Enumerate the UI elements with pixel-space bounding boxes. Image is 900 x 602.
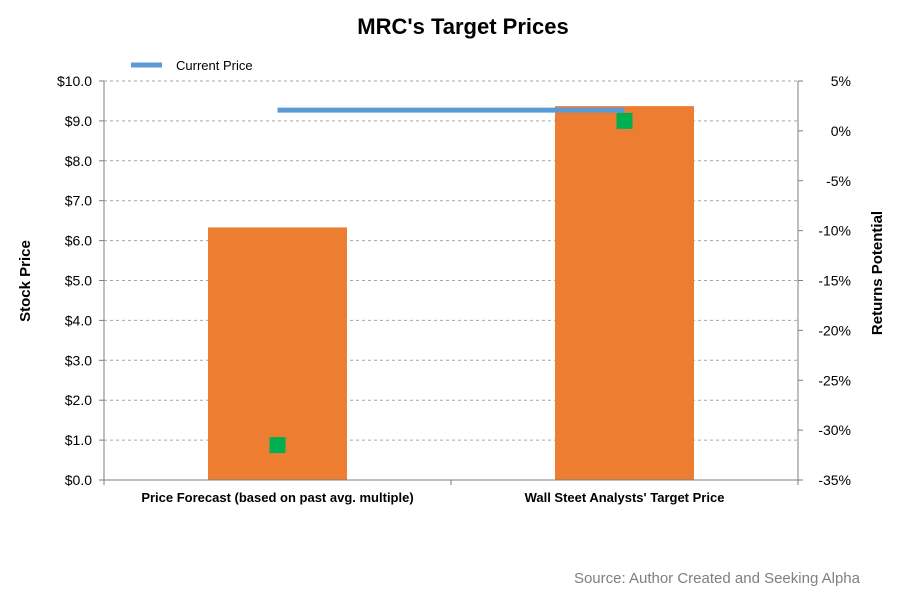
- category-label-1: Price Forecast (based on past avg. multi…: [141, 490, 413, 505]
- y-axis-right-title: Returns Potential: [869, 211, 886, 335]
- legend-label-current-price: Current Price: [176, 58, 253, 73]
- right-tick-label: -30%: [818, 422, 851, 438]
- y-axis-left-title: Stock Price: [17, 240, 34, 322]
- left-tick-label: $6.0: [65, 233, 92, 249]
- right-tick-label: -35%: [818, 472, 851, 488]
- chart-title: MRC's Target Prices: [357, 14, 568, 39]
- right-tick-label: 0%: [831, 123, 851, 139]
- left-tick-label: $2.0: [65, 392, 92, 408]
- right-tick-label: 5%: [831, 73, 851, 89]
- left-tick-label: $0.0: [65, 472, 92, 488]
- left-tick-label: $5.0: [65, 273, 92, 289]
- right-tick-label: -20%: [818, 322, 851, 338]
- category-label-2: Wall Steet Analysts' Target Price: [525, 490, 725, 505]
- right-tick-label: -25%: [818, 372, 851, 388]
- left-tick-label: $10.0: [57, 73, 92, 89]
- category-labels: Price Forecast (based on past avg. multi…: [141, 490, 724, 505]
- returns-marker-2: [616, 112, 633, 129]
- right-axis-ticks: -35% -30% -25% -20% -15% -10% -5% 0% 5%: [798, 73, 851, 488]
- returns-marker-1: [269, 437, 286, 454]
- left-tick-label: $3.0: [65, 352, 92, 368]
- left-tick-label: $7.0: [65, 193, 92, 209]
- source-note: Source: Author Created and Seeking Alpha: [574, 570, 861, 587]
- legend: Current Price: [131, 58, 253, 73]
- right-tick-label: -5%: [826, 173, 851, 189]
- right-tick-label: -10%: [818, 223, 851, 239]
- left-axis-ticks: $0.0 $1.0 $2.0 $3.0 $4.0 $5.0 $6.0 $7.0 $8.0 $9.0…: [57, 73, 104, 488]
- left-tick-label: $8.0: [65, 153, 92, 169]
- left-tick-label: $4.0: [65, 312, 92, 328]
- returns-markers: [269, 112, 633, 454]
- bars: [208, 106, 694, 481]
- bar-2: [555, 106, 694, 481]
- left-tick-label: $9.0: [65, 113, 92, 129]
- left-tick-label: $1.0: [65, 432, 92, 448]
- right-tick-label: -15%: [818, 273, 851, 289]
